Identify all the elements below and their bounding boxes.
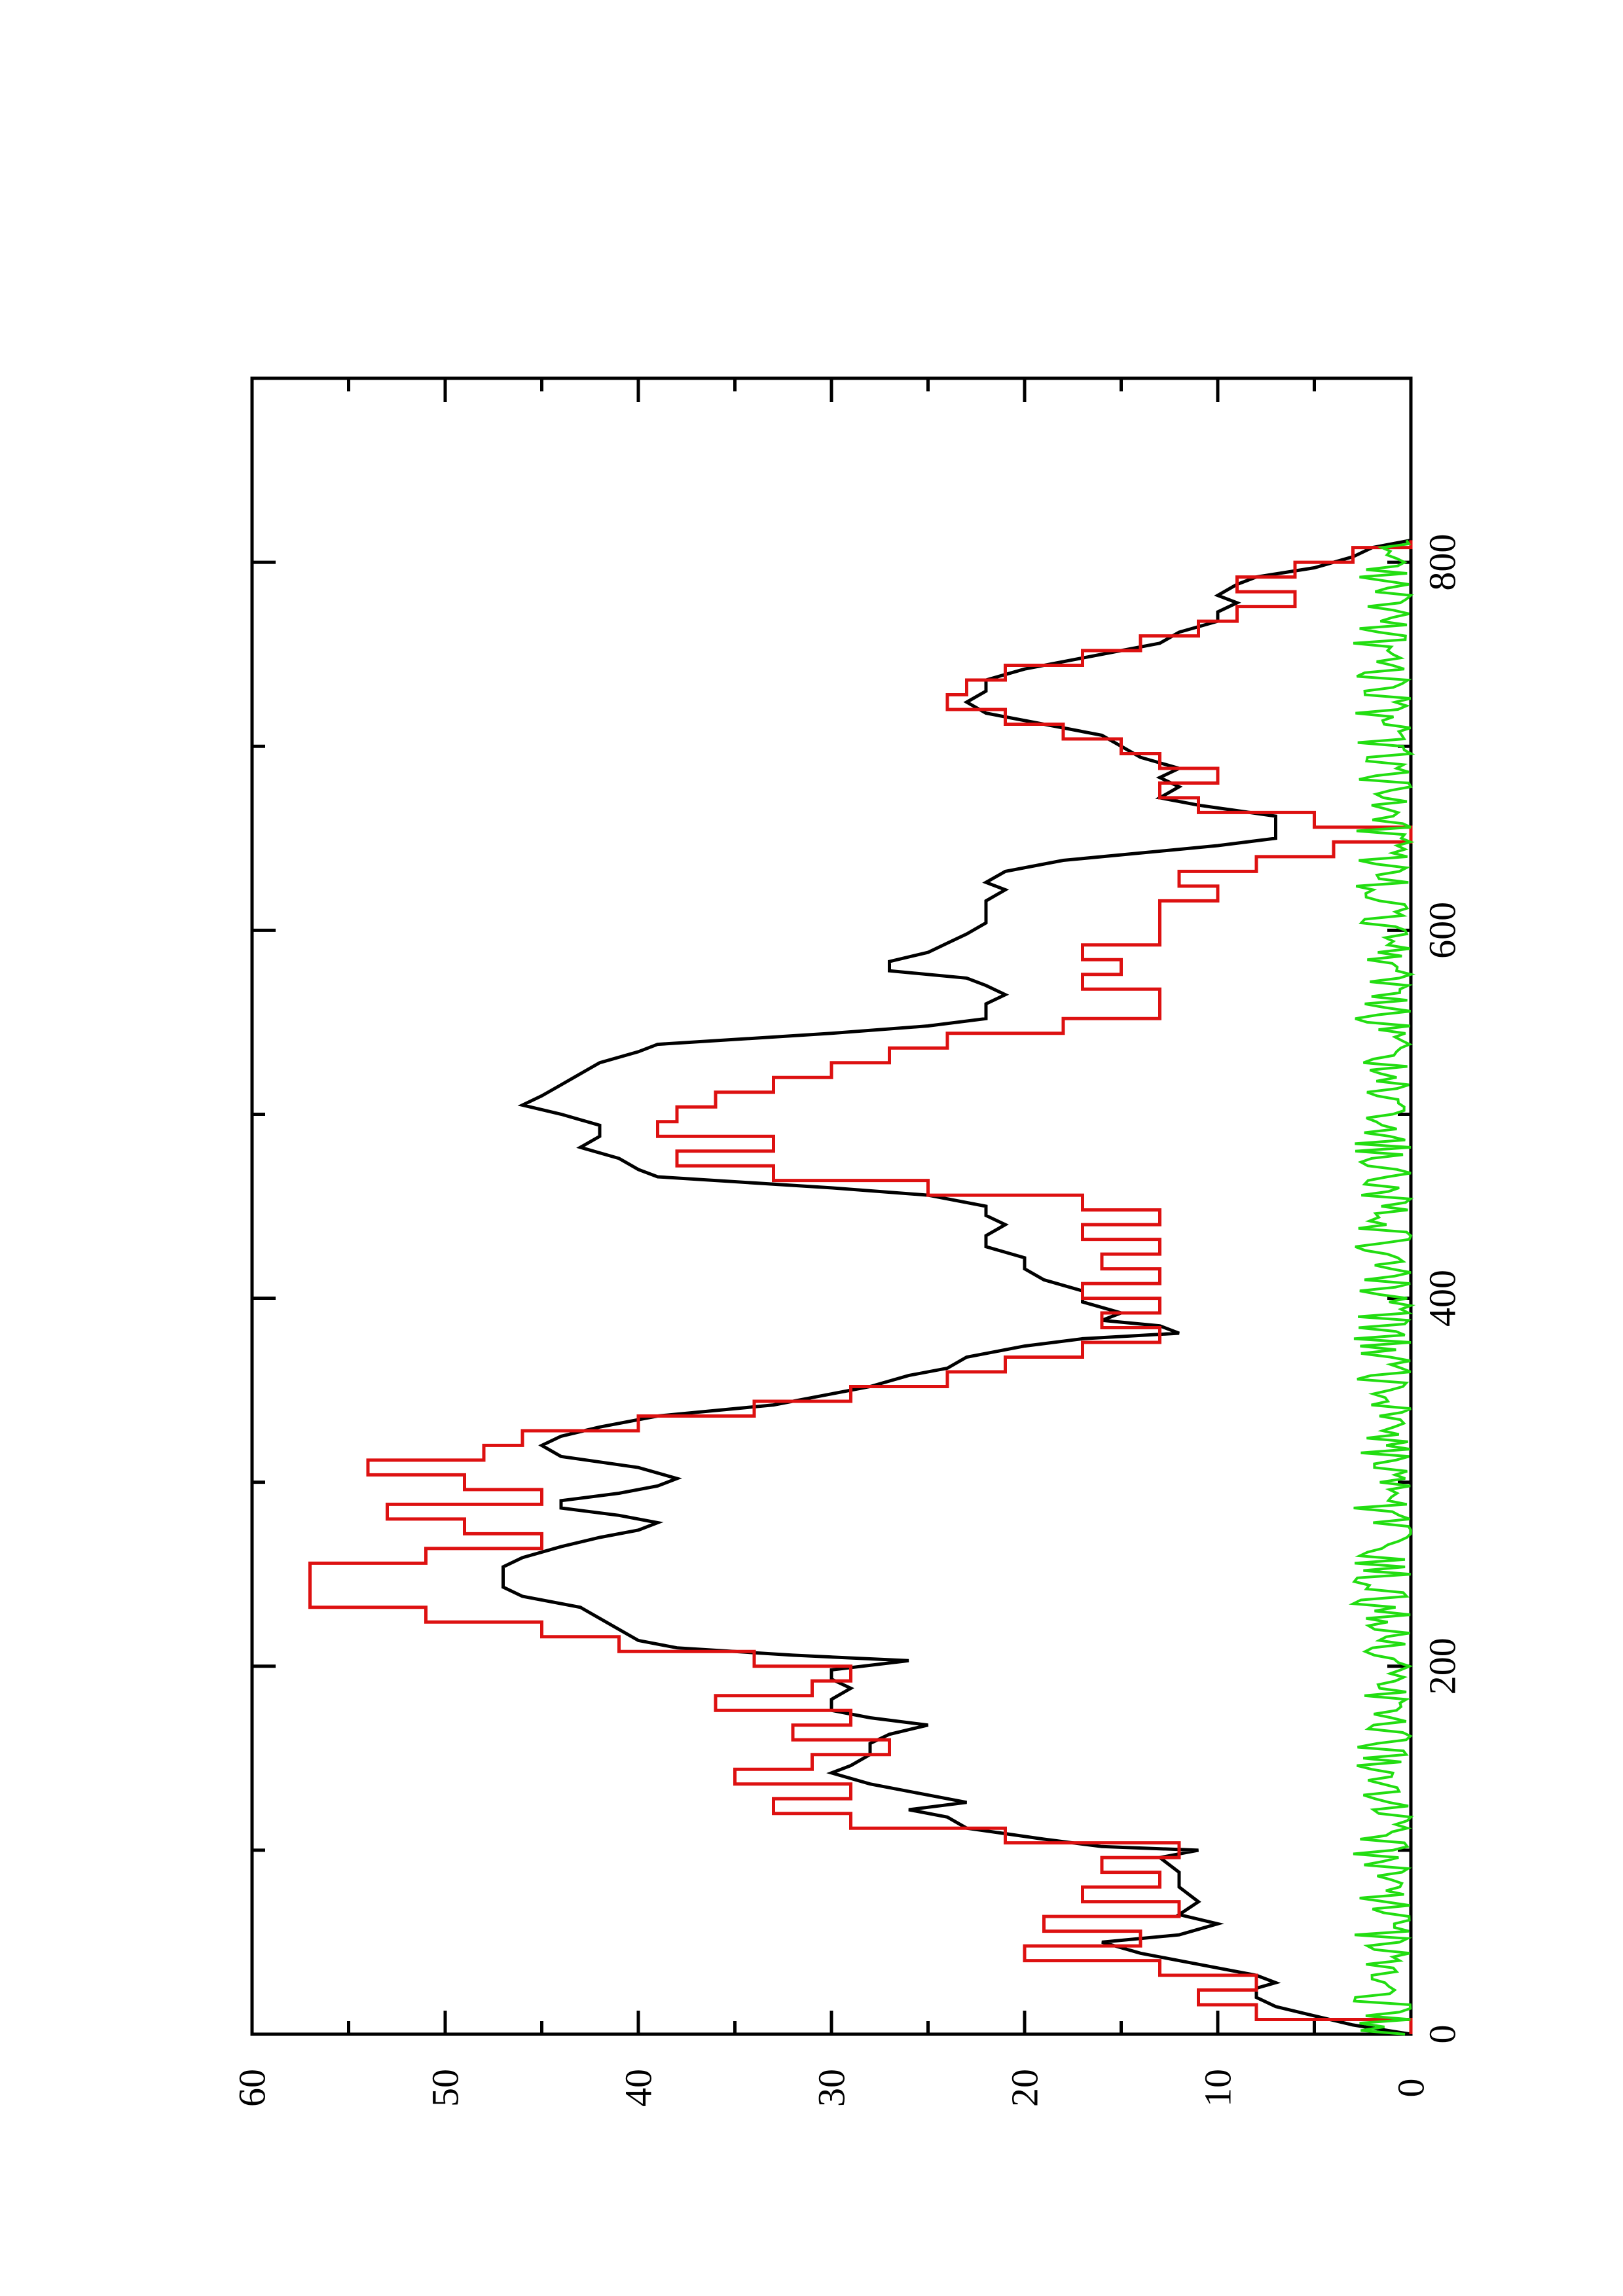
- y-tick-label: 40: [617, 2069, 660, 2107]
- x-tick-label: 400: [1421, 1270, 1464, 1327]
- series-layer: [308, 538, 1416, 2036]
- y-tick-label: 10: [1197, 2069, 1239, 2107]
- y-tick-labels: 0 10 20 30 40 50 60: [231, 2069, 1432, 2107]
- series-line-1: [501, 538, 1412, 2036]
- y-tick-label: 60: [231, 2069, 274, 2107]
- y-tick-label: 30: [811, 2069, 853, 2107]
- x-tick-label: 0: [1421, 2025, 1464, 2044]
- x-tick-label: 800: [1421, 534, 1464, 591]
- minor-ticks: [252, 378, 1411, 2034]
- x-tick-labels: 0 200 400 600 800: [1421, 534, 1464, 2044]
- y-tick-label: 0: [1390, 2079, 1432, 2098]
- plot-frame: [250, 376, 1413, 2036]
- y-tick-label: 50: [424, 2069, 467, 2107]
- series-line-3: [1348, 539, 1416, 2036]
- x-tick-label: 200: [1421, 1638, 1464, 1695]
- y-tick-label: 20: [1004, 2069, 1046, 2107]
- series-line-2: [308, 540, 1413, 2034]
- major-ticks: [250, 378, 1413, 2036]
- x-tick-label: 600: [1421, 902, 1464, 959]
